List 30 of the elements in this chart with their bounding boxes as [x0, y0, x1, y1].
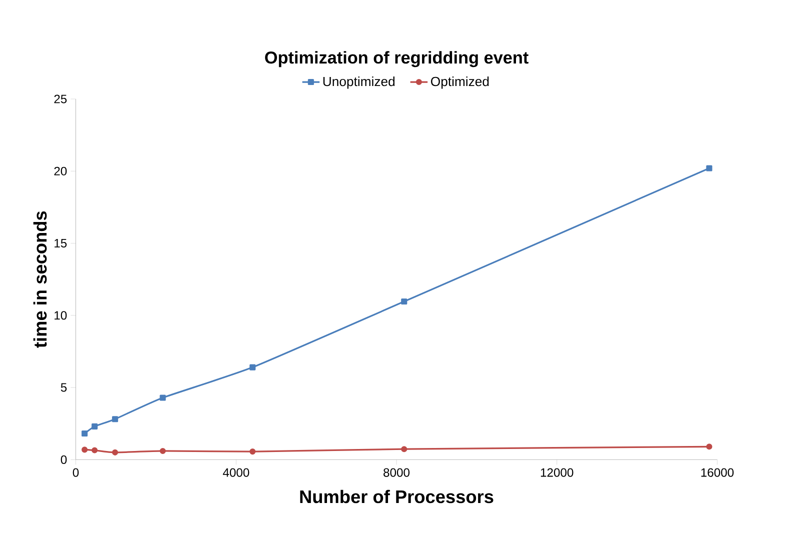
point	[82, 446, 88, 453]
x-tick-label: 16000	[701, 468, 734, 477]
y-tick-label: 10	[54, 310, 67, 320]
x-axis-title: Number of Processors	[300, 490, 494, 503]
point	[112, 449, 118, 456]
point	[82, 430, 88, 436]
legend-label: Optimized	[431, 76, 489, 89]
point	[92, 423, 98, 430]
y-tick-label: 0	[60, 455, 67, 464]
x-tick-label: 12000	[540, 468, 574, 477]
y-axis-title: time in seconds	[33, 211, 47, 348]
point	[706, 165, 712, 172]
y-tick-label: 25	[54, 94, 67, 104]
x-tick-label: 8000	[384, 468, 410, 477]
x-tick-label: 0	[72, 468, 79, 477]
y-tick-label: 5	[60, 383, 67, 392]
point	[160, 448, 166, 454]
point	[401, 298, 408, 304]
point	[706, 443, 712, 450]
point	[112, 416, 118, 422]
point	[92, 447, 98, 454]
point	[160, 394, 166, 401]
point	[250, 364, 256, 370]
point	[250, 448, 256, 454]
y-tick-label: 20	[54, 166, 67, 176]
legend-label: Unoptimized	[323, 76, 395, 89]
x-tick-label: 4000	[222, 468, 250, 477]
chart-title: Optimization of regridding event	[265, 50, 528, 67]
y-tick-label: 15	[54, 238, 67, 248]
point	[401, 446, 408, 452]
